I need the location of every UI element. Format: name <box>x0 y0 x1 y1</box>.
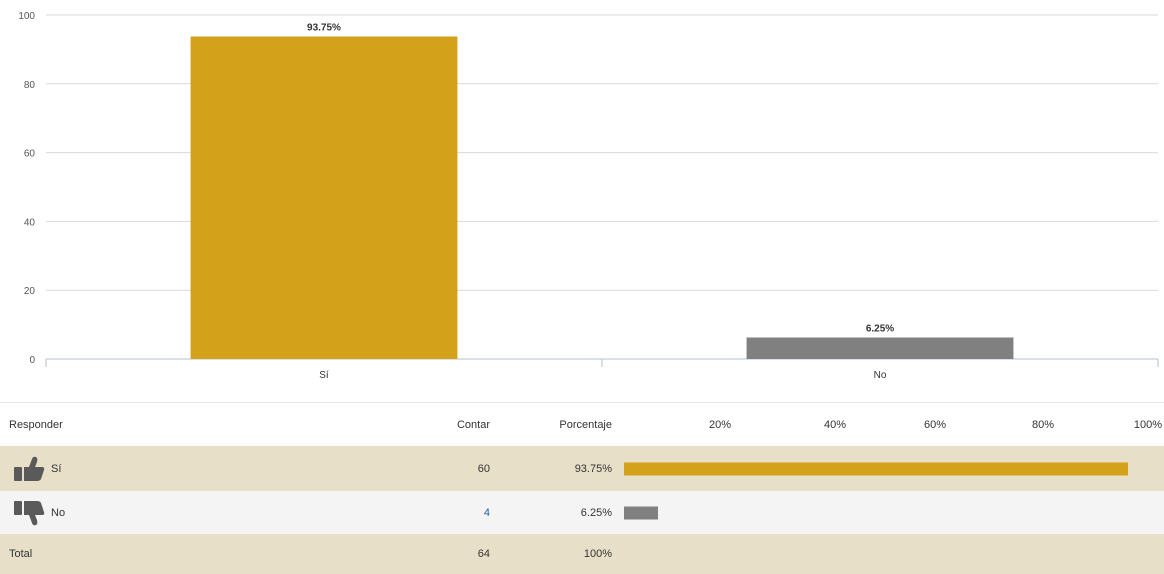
data-label-1: 6.25% <box>866 324 894 335</box>
table-total-row: Total 64 100% <box>0 534 1164 574</box>
bar-0 <box>190 36 458 359</box>
scale-label-40: 40% <box>823 418 846 431</box>
progress-bar-no <box>624 506 658 519</box>
answer-label-si: Sí <box>51 462 62 475</box>
percent-si: 93.75% <box>574 462 612 475</box>
total-count: 64 <box>477 548 490 560</box>
count-no[interactable]: 4 <box>483 506 490 519</box>
scale-label-100: 100% <box>1133 418 1162 431</box>
x-tick-label-0: Sí <box>319 370 329 381</box>
y-tick-label-80: 80 <box>24 80 36 91</box>
header-contar: Contar <box>456 418 490 431</box>
table-header-row: Responder Contar Porcentaje 20% 40% 60% … <box>0 402 1164 446</box>
header-porcentaje: Porcentaje <box>559 418 612 431</box>
table-row-si: Sí 60 93.75% <box>0 446 1164 491</box>
data-label-0: 93.75% <box>307 23 341 34</box>
y-tick-label-60: 60 <box>24 149 36 160</box>
y-tick-label-40: 40 <box>24 217 36 228</box>
y-tick-label-20: 20 <box>24 286 36 297</box>
y-tick-label-100: 100 <box>18 11 35 22</box>
scale-label-20: 20% <box>708 418 731 431</box>
answer-label-no: No <box>51 506 66 519</box>
x-tick-label-1: No <box>874 370 887 381</box>
bar-chart: 0 20 40 60 80 100 93.75% Sí 6.25% No <box>18 11 1159 381</box>
y-tick-label-0: 0 <box>29 355 35 366</box>
count-si: 60 <box>477 462 490 475</box>
bar-1 <box>746 337 1014 359</box>
thumbs-down-icon <box>14 500 45 525</box>
progress-bar-si <box>624 462 1128 475</box>
thumbs-up-icon <box>14 456 45 481</box>
scale-label-80: 80% <box>1031 418 1054 431</box>
header-responder: Responder <box>9 418 63 431</box>
total-percent: 100% <box>583 548 612 560</box>
table-row-no: No 4 6.25% <box>0 491 1164 534</box>
scale-label-60: 60% <box>923 418 946 431</box>
total-label: Total <box>9 548 33 560</box>
percent-no: 6.25% <box>580 506 612 519</box>
